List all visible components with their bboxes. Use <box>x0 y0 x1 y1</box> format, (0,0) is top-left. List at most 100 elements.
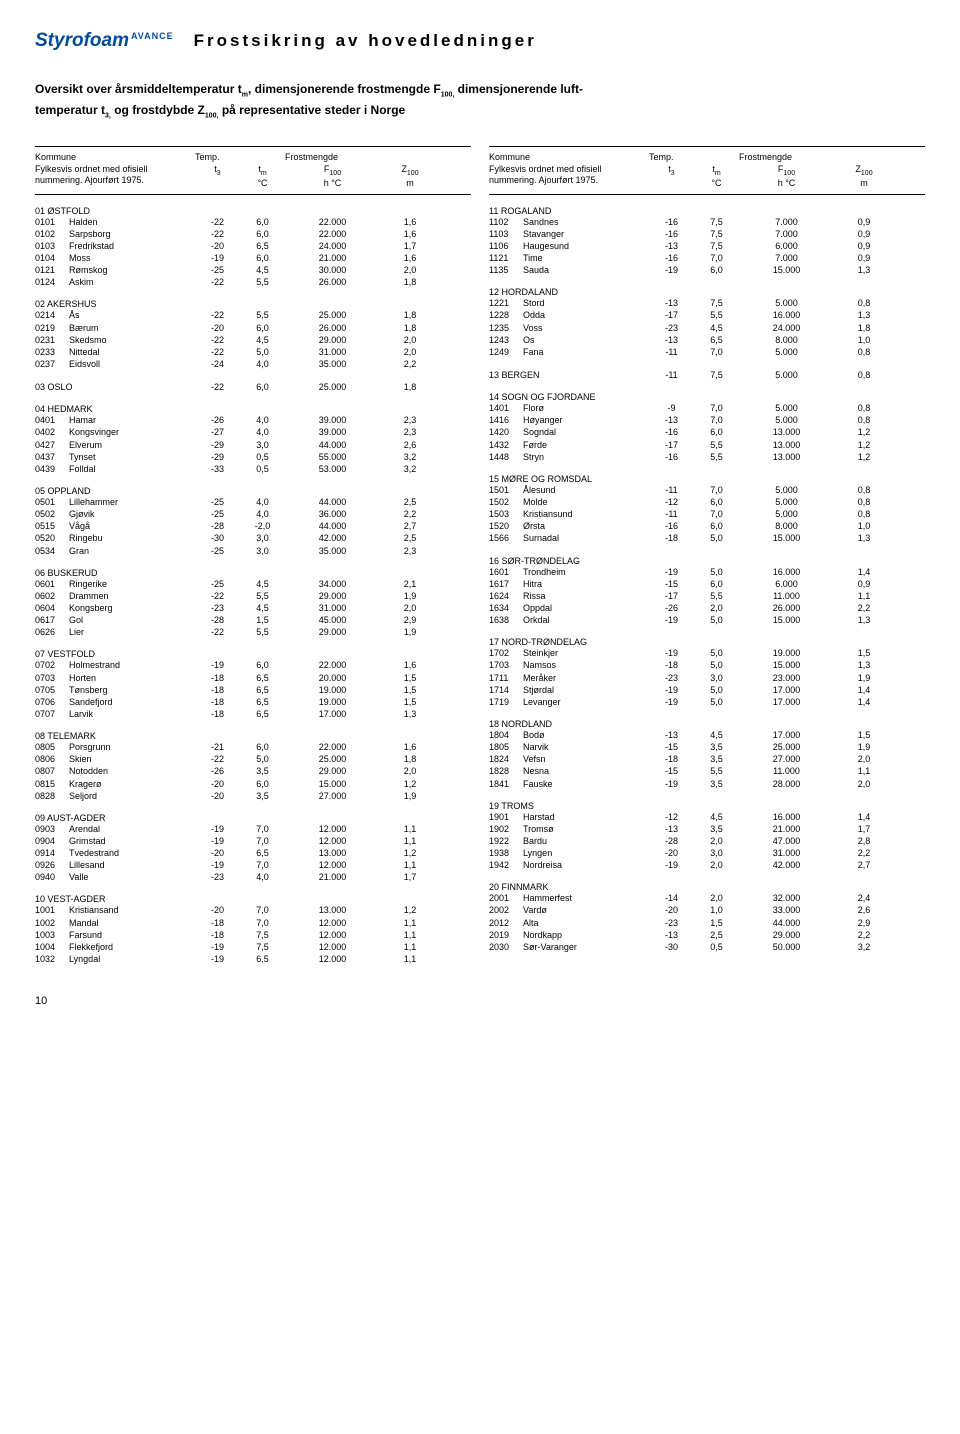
cell-f100: 5.000 <box>739 496 834 508</box>
table-row: 1448 Stryn -16 5,5 13.000 1,2 <box>489 451 925 463</box>
cell-t3: -13 <box>649 240 694 252</box>
cell-name: Rømskog <box>69 264 195 276</box>
cell-z100: 2,0 <box>380 334 440 346</box>
cell-code: 0534 <box>35 545 69 557</box>
cell-z100: 1,0 <box>834 334 894 346</box>
table-group: 13 BERGEN -11 7,5 5.000 0,8 <box>489 369 925 381</box>
cell-z100: 0,8 <box>834 297 894 309</box>
cell-code: 0604 <box>35 602 69 614</box>
page-header: StyrofoamAVANCE Frostsikring av hovedled… <box>35 30 925 52</box>
cell-t3: -14 <box>649 892 694 904</box>
cell-z100: 1,8 <box>380 322 440 334</box>
cell-tm: 6,0 <box>240 252 285 264</box>
cell-name: Valle <box>69 871 195 883</box>
cell-tm: 3,5 <box>694 778 739 790</box>
cell-name: Ringebu <box>69 532 195 544</box>
cell-z100: 0,9 <box>834 578 894 590</box>
cell-name: Tromsø <box>523 823 649 835</box>
cell-t3: -18 <box>649 753 694 765</box>
cell-z100: 1,2 <box>380 904 440 916</box>
cell-f100: 13.000 <box>285 847 380 859</box>
cell-tm: 6,5 <box>240 240 285 252</box>
cell-t3: -11 <box>649 346 694 358</box>
table-row: 0940 Valle -23 4,0 21.000 1,7 <box>35 871 471 883</box>
cell-code: 1601 <box>489 566 523 578</box>
cell-code: 1103 <box>489 228 523 240</box>
cell-t3: -30 <box>649 941 694 953</box>
cell-z100: 0,9 <box>834 252 894 264</box>
cell-code: 1448 <box>489 451 523 463</box>
col-kommune: Kommune <box>489 152 649 162</box>
cell-name: Stjørdal <box>523 684 649 696</box>
table-row: 0705 Tønsberg -18 6,5 19.000 1,5 <box>35 684 471 696</box>
cell-name: Nordkapp <box>523 929 649 941</box>
cell-tm: 6,0 <box>694 496 739 508</box>
cell-name: Lillesand <box>69 859 195 871</box>
cell-tm: 2,0 <box>694 892 739 904</box>
cell-z100: 1,1 <box>380 823 440 835</box>
cell-code: 1221 <box>489 297 523 309</box>
cell-z100: 1,8 <box>380 753 440 765</box>
cell-f100: 20.000 <box>285 672 380 684</box>
table-row: 1841 Fauske -19 3,5 28.000 2,0 <box>489 778 925 790</box>
cell-t3: -20 <box>195 778 240 790</box>
cell-name: Vefsn <box>523 753 649 765</box>
cell-f100: 47.000 <box>739 835 834 847</box>
cell-f100: 15.000 <box>739 614 834 626</box>
cell-z100: 2,2 <box>380 358 440 370</box>
cell-z100: 1,8 <box>834 322 894 334</box>
cell-f100: 55.000 <box>285 451 380 463</box>
cell-code: 1624 <box>489 590 523 602</box>
cell-code: 1420 <box>489 426 523 438</box>
cell-f100: 23.000 <box>739 672 834 684</box>
table-row: 0534 Gran -25 3,0 35.000 2,3 <box>35 545 471 557</box>
cell-name: Nordreisa <box>523 859 649 871</box>
cell-z100: 2,9 <box>834 917 894 929</box>
cell-t3: -19 <box>195 659 240 671</box>
cell-f100: 45.000 <box>285 614 380 626</box>
table-row: 0828 Seljord -20 3,5 27.000 1,9 <box>35 790 471 802</box>
cell-t3: -22 <box>195 590 240 602</box>
cell-tm: 5,5 <box>240 590 285 602</box>
cell-f100: 44.000 <box>739 917 834 929</box>
cell-z100: 1,5 <box>834 729 894 741</box>
cell-tm: 7,0 <box>694 508 739 520</box>
cell-name: Ørsta <box>523 520 649 532</box>
cell-z100: 0,8 <box>834 346 894 358</box>
table-row: 2030 Sør-Varanger -30 0,5 50.000 3,2 <box>489 941 925 953</box>
cell-name: Fauske <box>523 778 649 790</box>
table-group: 15 MØRE OG ROMSDAL 1501 Ålesund -11 7,0 … <box>489 474 925 545</box>
col-name-desc: Fylkesvis ordnet med ofisiellnummering. … <box>35 164 195 190</box>
cell-z100: 2,8 <box>834 835 894 847</box>
cell-name: Notodden <box>69 765 195 777</box>
cell-t3: -27 <box>195 426 240 438</box>
cell-t3: -15 <box>649 578 694 590</box>
cell-tm: 6,0 <box>240 381 285 393</box>
cell-f100: 25.000 <box>739 741 834 753</box>
cell-tm: 6,0 <box>694 426 739 438</box>
cell-f100: 8.000 <box>739 334 834 346</box>
cell-tm: 6,0 <box>240 659 285 671</box>
cell-z100: 1,6 <box>380 659 440 671</box>
cell-name: Stord <box>523 297 649 309</box>
cell-code: 0427 <box>35 439 69 451</box>
cell-z100: 1,5 <box>380 684 440 696</box>
cell-z100: 1,7 <box>834 823 894 835</box>
cell-z100: 1,1 <box>380 941 440 953</box>
cell-z100: 3,2 <box>834 941 894 953</box>
columns: Kommune Temp. Frostmengde Fylkesvis ordn… <box>35 146 925 965</box>
cell-z100: 1,6 <box>380 252 440 264</box>
cell-code: 1841 <box>489 778 523 790</box>
cell-code: 0807 <box>35 765 69 777</box>
cell-name: Sogndal <box>523 426 649 438</box>
cell-f100: 25.000 <box>285 753 380 765</box>
group-title: 01 ØSTFOLD <box>35 206 471 216</box>
cell-f100: 25.000 <box>285 309 380 321</box>
cell-t3: -11 <box>649 508 694 520</box>
cell-f100: 13.000 <box>739 451 834 463</box>
cell-f100: 5.000 <box>739 346 834 358</box>
cell-name: Lillehammer <box>69 496 195 508</box>
cell-tm: 3,0 <box>240 532 285 544</box>
cell-z100: 2,0 <box>380 602 440 614</box>
cell-code: 0121 <box>35 264 69 276</box>
